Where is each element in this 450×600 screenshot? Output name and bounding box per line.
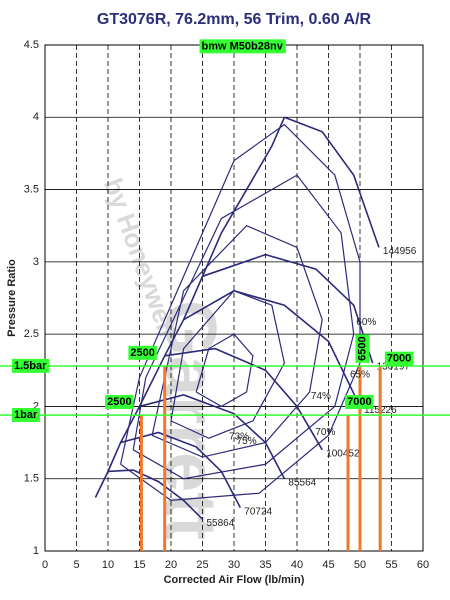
speed-label: 144956 [383, 246, 417, 257]
efficiency-island [195, 333, 254, 408]
speed-line [139, 394, 286, 480]
speed-label: 85564 [288, 477, 316, 488]
speed-label: 130197 [377, 362, 411, 373]
speed-line [164, 347, 323, 451]
efficiency-island [132, 174, 355, 480]
boost-label-bg [12, 358, 50, 373]
x-tick-label: 50 [354, 559, 366, 571]
boost-label-bg [12, 408, 40, 423]
y-tick-label: 2 [33, 400, 39, 412]
speed-label: 55864 [207, 518, 235, 529]
x-tick-label: 10 [102, 559, 114, 571]
annotation-bg [355, 334, 370, 363]
x-axis-label: Corrected Air Flow (lb/min) [164, 574, 305, 586]
speed-label: 100452 [326, 448, 360, 459]
x-tick-label: 60 [417, 559, 429, 571]
annotation: 7000 [387, 353, 411, 365]
annotation-bg [128, 345, 157, 360]
x-tick-label: 40 [291, 559, 303, 571]
y-tick-label: 3.5 [24, 183, 39, 195]
chart-title: GT3076R, 76.2mm, 56 Trim, 0.60 A/R [97, 11, 372, 28]
y-tick-label: 4 [33, 111, 39, 123]
speed-line [120, 431, 242, 508]
efficiency-label: 70% [315, 427, 335, 438]
annotation-bg [384, 351, 414, 366]
efficiency-island [120, 123, 361, 502]
x-tick-label: 55 [385, 559, 397, 571]
y-tick-label: 4.5 [24, 39, 39, 51]
speed-line [183, 289, 361, 407]
efficiency-label: 60% [356, 317, 376, 328]
efficiency-label: 74% [311, 391, 331, 402]
x-tick-label: 0 [42, 559, 48, 571]
speed-line [284, 116, 380, 248]
annotation-bg [105, 394, 134, 409]
speed-label: 70724 [244, 506, 272, 517]
annotation: 2500 [107, 396, 131, 408]
efficiency-label: 75% [237, 436, 257, 447]
x-tick-label: 35 [259, 559, 271, 571]
efficiency-label: 73% [229, 431, 249, 442]
efficiency-island [151, 224, 323, 458]
boost-label: 1.5bar [14, 360, 47, 372]
annotation: 7000 [347, 396, 371, 408]
annotation: bmw M50b28nv [202, 40, 284, 52]
x-tick-label: 5 [73, 559, 79, 571]
speed-line [107, 469, 204, 520]
y-tick-label: 1 [33, 545, 39, 557]
speed-line [202, 253, 374, 364]
annotation: 6500 [356, 336, 368, 360]
surge-line [94, 116, 286, 498]
y-axis-label: Pressure Ratio [6, 259, 18, 337]
y-tick-label: 2.5 [24, 328, 39, 340]
efficiency-label: 65% [350, 369, 370, 380]
annotation-bg [199, 39, 286, 54]
x-tick-label: 25 [196, 559, 208, 571]
x-tick-label: 15 [133, 559, 145, 571]
efficiency-island [170, 290, 286, 439]
annotation-bg [345, 394, 374, 409]
y-tick-label: 1.5 [24, 473, 39, 485]
annotation: 2500 [130, 347, 154, 359]
boost-label: 1bar [14, 409, 38, 421]
x-tick-label: 30 [228, 559, 240, 571]
y-tick-label: 3 [33, 256, 39, 268]
x-tick-label: 45 [322, 559, 334, 571]
x-tick-label: 20 [165, 559, 177, 571]
